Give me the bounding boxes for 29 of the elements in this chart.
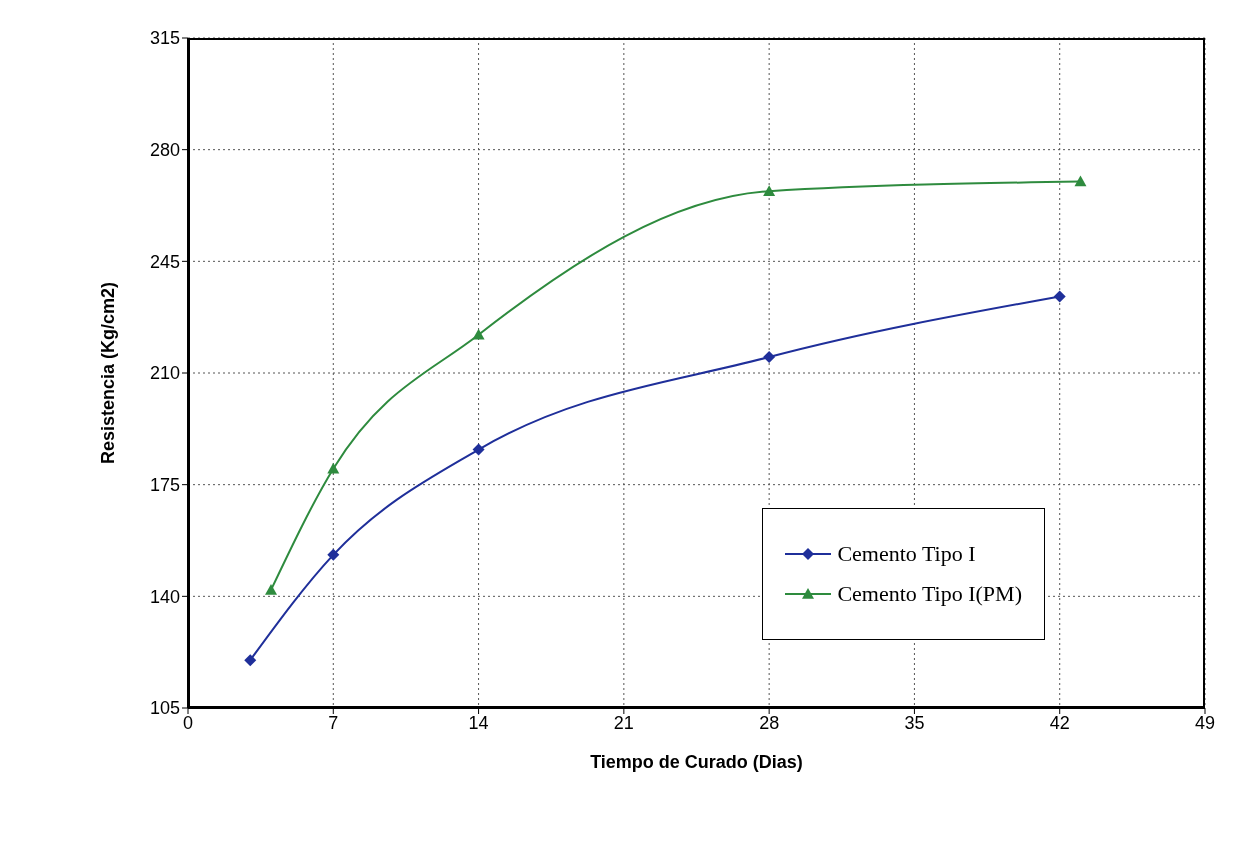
y-tick-label: 280 (149, 140, 180, 161)
point (327, 548, 340, 561)
point (472, 328, 485, 340)
point (1053, 290, 1066, 303)
x-tick-label: 7 (328, 712, 339, 733)
y-tick-label: 210 (149, 363, 180, 384)
x-tick-label: 21 (613, 712, 634, 733)
x-tick-label: 28 (759, 712, 780, 733)
point (763, 185, 776, 196)
x-tick-label: 49 (1194, 712, 1216, 733)
point (265, 583, 278, 595)
legend-label: Cemento Tipo I(PM) (837, 581, 1022, 607)
point (763, 351, 776, 364)
x-tick-label: 0 (182, 712, 194, 733)
point (472, 443, 485, 456)
y-tick-label: 175 (149, 475, 180, 496)
y-tick-label: 315 (149, 28, 180, 49)
x-tick-label: 42 (1049, 712, 1070, 733)
y-tick-label: 140 (149, 586, 180, 607)
point (1074, 175, 1087, 187)
x-tick-label: 14 (468, 712, 489, 733)
y-tick-label: 105 (149, 698, 180, 719)
y-tick-label: 245 (149, 251, 180, 272)
point (327, 462, 340, 474)
y-axis-title: Resistencia (Kg/cm2) (98, 281, 119, 465)
x-tick-label: 35 (904, 712, 925, 733)
legend-label: Cemento Tipo I (837, 541, 976, 567)
x-axis-title: Tiempo de Curado (Dias) (590, 752, 803, 772)
point (244, 654, 257, 667)
